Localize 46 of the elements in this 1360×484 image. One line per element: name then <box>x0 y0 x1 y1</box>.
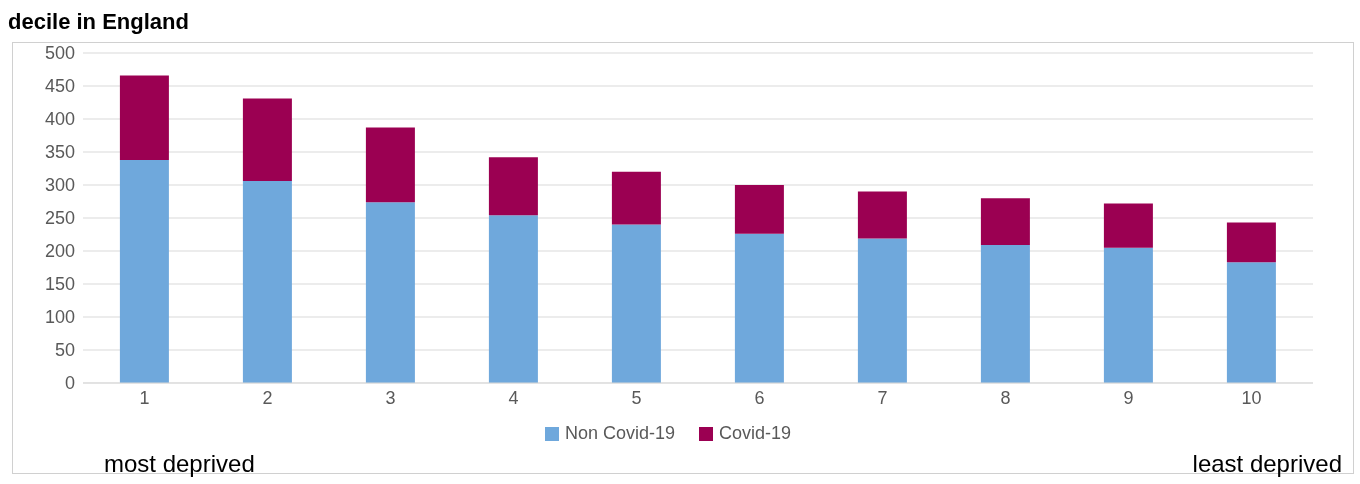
x-tick-label: 10 <box>1241 387 1262 408</box>
bar <box>1103 203 1153 248</box>
y-tick-label: 100 <box>44 307 75 328</box>
y-tick-label: 450 <box>44 76 75 97</box>
x-tick-label: 1 <box>139 387 150 408</box>
bar <box>119 159 169 383</box>
text: most deprived <box>104 450 255 478</box>
bar <box>734 233 784 383</box>
x-tick-label: 4 <box>508 387 519 408</box>
x-tick-label: 9 <box>1123 387 1134 408</box>
x-tick-label: 2 <box>262 387 273 408</box>
bar <box>857 191 907 239</box>
bar <box>611 224 661 383</box>
x-tick-label: 6 <box>754 387 765 408</box>
legend-label: Non Covid-19 <box>563 423 675 444</box>
bar <box>857 238 907 383</box>
bar <box>242 181 292 383</box>
bar <box>1103 247 1153 383</box>
x-tick-label: 8 <box>1000 387 1011 408</box>
y-tick-label: 300 <box>44 175 75 196</box>
x-tick-label: 3 <box>385 387 396 408</box>
legend-label: Covid-19 <box>718 423 792 444</box>
bar <box>1226 222 1276 263</box>
x-tick-label: 7 <box>877 387 888 408</box>
y-tick-label: 200 <box>44 241 75 262</box>
y-tick-label: 50 <box>54 340 75 361</box>
y-tick-label: 150 <box>44 274 75 295</box>
chart-title: decile in England <box>8 8 190 36</box>
bar <box>119 75 169 160</box>
y-tick-label: 250 <box>44 208 75 229</box>
x-tick-label: 5 <box>631 387 642 408</box>
bar <box>488 157 538 216</box>
bar <box>980 245 1030 383</box>
bar <box>365 202 415 383</box>
bar <box>365 127 415 203</box>
y-tick-label: 500 <box>44 43 75 64</box>
y-tick-label: 0 <box>64 373 75 394</box>
bar <box>611 171 661 225</box>
text: least deprived <box>1192 450 1342 478</box>
bar <box>734 185 784 234</box>
bar <box>980 198 1030 246</box>
y-tick-label: 400 <box>44 109 75 130</box>
bar <box>488 215 538 383</box>
bar <box>1226 262 1276 383</box>
y-tick-label: 350 <box>44 142 75 163</box>
bar <box>242 98 292 182</box>
